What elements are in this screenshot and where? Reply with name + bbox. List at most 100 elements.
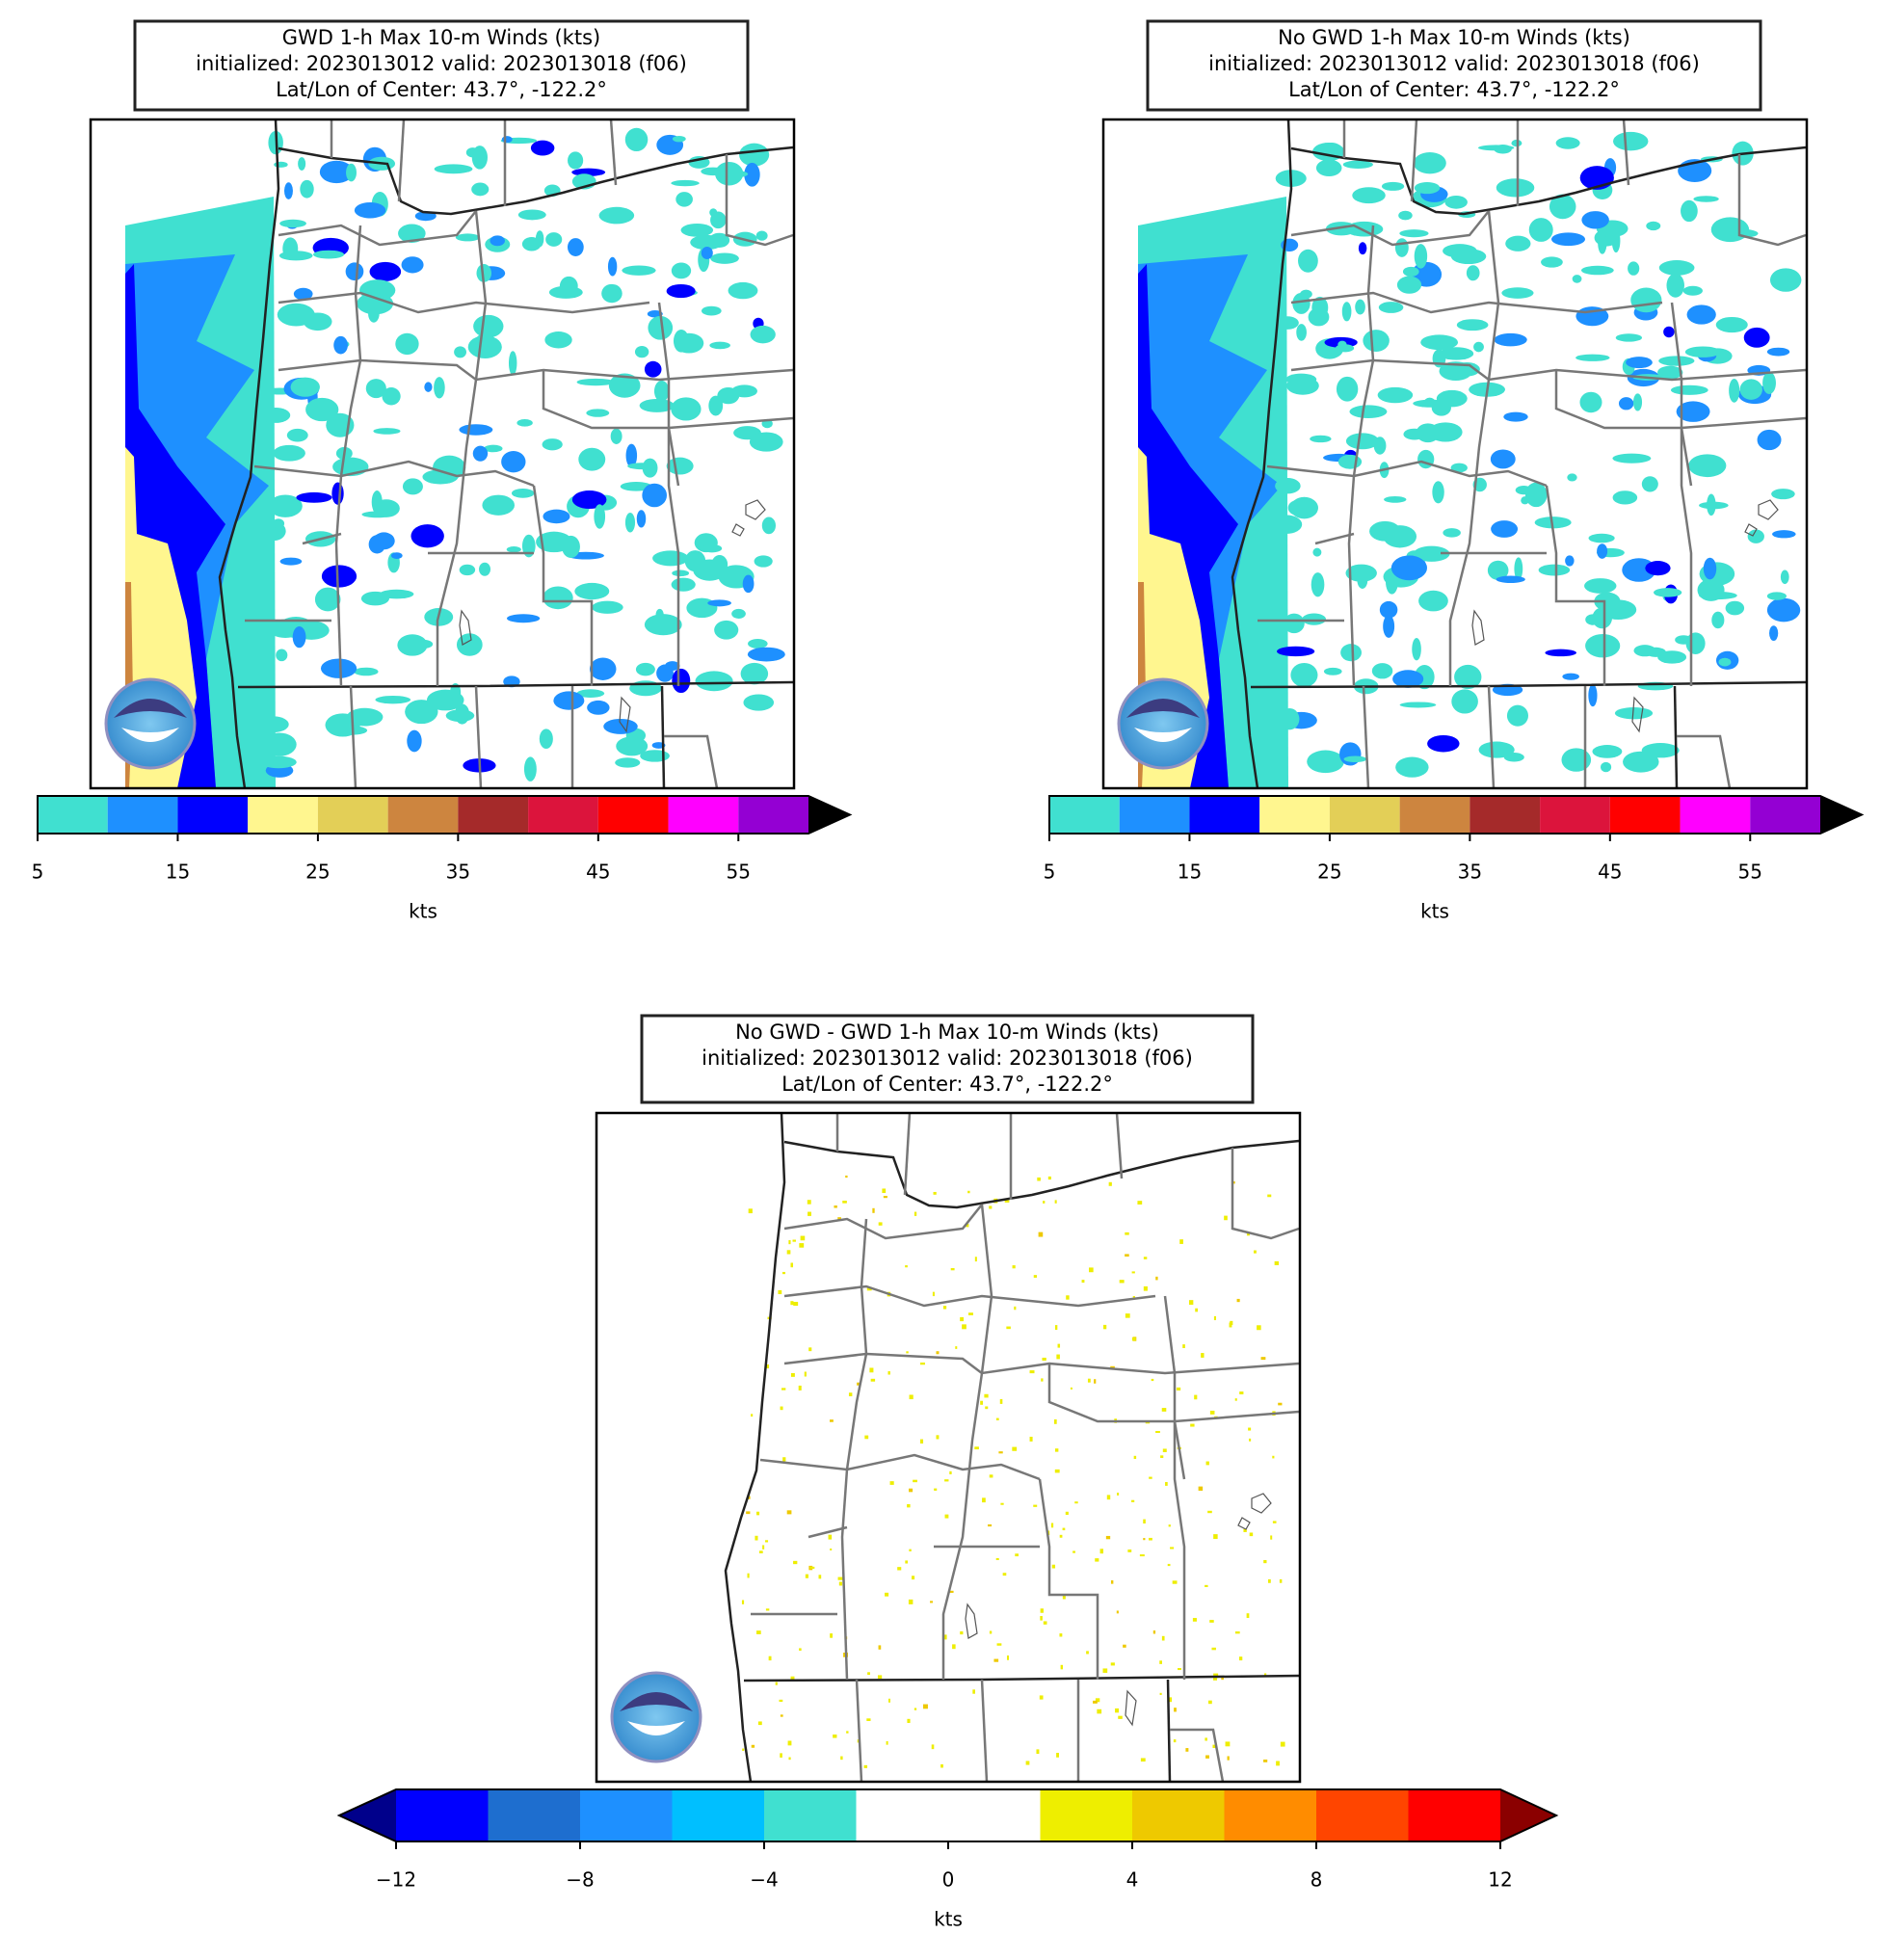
wind-shading <box>273 444 305 462</box>
wind-shading <box>747 1573 750 1578</box>
wind-shading <box>1630 287 1662 313</box>
wind-shading <box>357 292 394 315</box>
wind-shading <box>711 555 728 574</box>
wind-shading <box>714 620 739 640</box>
colorbar-tick-label: 25 <box>305 861 330 884</box>
wind-shading <box>1503 411 1528 422</box>
colorbar-tick-label: 45 <box>586 861 610 884</box>
wind-shading <box>624 512 636 533</box>
wind-shading <box>1466 265 1480 281</box>
wind-shading <box>980 1400 984 1405</box>
wind-shading <box>1575 354 1610 361</box>
wind-shading <box>863 1764 868 1768</box>
wind-shading <box>434 377 445 399</box>
wind-shading <box>1478 741 1515 758</box>
colorbar-bin <box>107 796 178 834</box>
colorbar-bin <box>177 796 249 834</box>
wind-shading <box>1056 1354 1060 1360</box>
wind-shading <box>1043 1621 1047 1625</box>
wind-shading <box>1725 600 1745 616</box>
colorbar-bin <box>1259 796 1330 834</box>
wind-shading <box>989 1630 993 1634</box>
wind-shading <box>1601 761 1612 773</box>
wind-shading <box>1029 1370 1035 1374</box>
wind-shading <box>830 1419 834 1422</box>
wind-shading <box>834 1205 837 1208</box>
wind-shading <box>1047 1176 1051 1180</box>
wind-shading <box>543 509 570 524</box>
wind-shading <box>1086 1651 1089 1655</box>
map-frame <box>89 118 796 790</box>
wind-shading <box>1614 706 1654 720</box>
wind-shading <box>1541 256 1563 268</box>
wind-shading <box>382 387 401 406</box>
wind-shading <box>1054 1325 1058 1330</box>
wind-shading <box>586 409 610 417</box>
wind-shading <box>1099 1549 1104 1554</box>
wind-shading <box>1108 1181 1112 1186</box>
wind-shading <box>1014 1306 1017 1311</box>
wind-shading <box>1152 1630 1156 1634</box>
wind-shading <box>1743 327 1770 348</box>
wind-shading <box>1162 1448 1167 1452</box>
wind-shading <box>967 1312 973 1315</box>
wind-shading <box>1496 575 1525 584</box>
wind-shading <box>1103 1324 1107 1330</box>
wind-shading <box>744 162 760 187</box>
wind-shading <box>517 209 546 221</box>
wind-shading <box>298 157 306 171</box>
wind-shading <box>410 524 444 548</box>
wind-shading <box>1506 704 1528 727</box>
wind-shading <box>1110 1662 1115 1666</box>
wind-shading <box>346 163 357 182</box>
wind-shading <box>708 232 730 248</box>
colorbar-label: kts <box>934 1908 963 1931</box>
wind-shading <box>1584 578 1617 594</box>
wind-shading <box>761 516 777 535</box>
wind-shading <box>1095 1698 1100 1703</box>
wind-shading <box>405 700 438 725</box>
wind-shading <box>1174 1708 1177 1712</box>
wind-shading <box>749 432 783 452</box>
colorbar-tick-label: 12 <box>1488 1868 1512 1892</box>
wind-shading <box>995 1557 999 1560</box>
wind-shading <box>731 608 746 619</box>
wind-shading <box>1572 275 1582 283</box>
wind-shading <box>1165 1481 1168 1486</box>
wind-shading <box>746 1511 751 1515</box>
wind-shading <box>1119 1280 1125 1284</box>
wind-shading <box>755 230 768 241</box>
wind-shading <box>1335 344 1355 353</box>
wind-shading <box>277 303 315 327</box>
wind-shading <box>1666 273 1684 298</box>
wind-shading <box>1646 221 1661 231</box>
wind-shading <box>1715 316 1748 333</box>
title-box <box>133 19 750 112</box>
wind-shading <box>1443 528 1461 538</box>
wind-shading <box>648 315 674 340</box>
wind-shading <box>1185 1748 1189 1752</box>
wind-shading <box>1592 745 1623 758</box>
wind-shading <box>1115 1708 1120 1713</box>
wind-shading <box>907 1718 911 1723</box>
colorbar-label: kts <box>1420 900 1449 923</box>
wind-shading <box>1515 485 1532 495</box>
wind-shading <box>536 531 572 553</box>
wind-shading <box>1177 1387 1181 1391</box>
colorbar-bin <box>396 1789 489 1841</box>
colorbar-bin <box>317 796 388 834</box>
wind-shading <box>755 1535 758 1541</box>
wind-shading <box>1371 663 1393 679</box>
wind-shading <box>1072 1550 1075 1553</box>
wind-shading <box>578 447 606 471</box>
wind-shading <box>1207 1510 1212 1514</box>
wind-shading <box>1681 199 1698 223</box>
colorbar-bin <box>597 796 669 834</box>
colorbar-tick-label: 0 <box>942 1868 955 1892</box>
wind-shading <box>1125 1313 1130 1318</box>
wind-shading <box>930 1601 934 1603</box>
wind-shading <box>1396 276 1422 294</box>
wind-shading <box>950 1267 955 1271</box>
wind-shading <box>1771 489 1795 500</box>
